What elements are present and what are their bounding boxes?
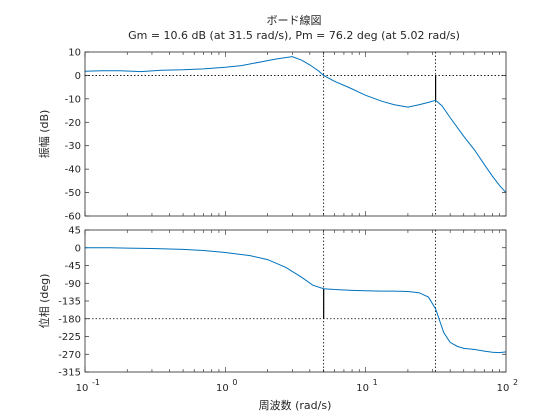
- phase-y-tick-label: -135: [58, 297, 81, 308]
- phase-series-line: [85, 247, 507, 354]
- phase-y-tick-label: -45: [65, 261, 81, 272]
- x-tick-label: 10: [497, 383, 510, 394]
- magnitude-plot-frame: [84, 51, 507, 217]
- chart-subtitle: Gm = 10.6 dB (at 31.5 rad/s), Pm = 76.2 …: [128, 29, 460, 42]
- magnitude-y-tick-label: -10: [65, 94, 81, 105]
- x-axis-label: 周波数 (rad/s): [259, 399, 332, 412]
- x-tick-label: 10: [356, 383, 369, 394]
- x-tick-label-exponent: 1: [373, 378, 378, 387]
- x-tick-label-exponent: 0: [232, 378, 237, 387]
- magnitude-plot-area: [85, 52, 506, 216]
- x-tick-label: 10: [76, 383, 89, 394]
- phase-plot-area: [85, 230, 506, 372]
- magnitude-y-tick-label: -40: [65, 165, 81, 176]
- phase-plot: 45 0 -45 -90 -135 -180 -225 -270 -315 位相 (deg): [37, 226, 507, 379]
- phase-y-tick-label: -90: [65, 279, 81, 290]
- magnitude-y-tick-label: -30: [65, 141, 81, 152]
- phase-y-tick-label: 0: [75, 243, 81, 254]
- x-tick-label: 10: [216, 383, 229, 394]
- magnitude-y-tick-label: 10: [68, 48, 81, 59]
- magnitude-plot: 10 0 -10 -20 -30 -40 -50 -60 振幅 (dB): [37, 48, 507, 223]
- phase-y-tick-label: -270: [58, 350, 81, 361]
- chart-title: ボード線図: [267, 13, 322, 27]
- x-tick-label-exponent: -1: [92, 378, 100, 387]
- x-tick-label-exponent: 2: [513, 378, 518, 387]
- magnitude-y-label: 振幅 (dB): [37, 110, 51, 159]
- phase-y-tick-label: -180: [58, 314, 81, 325]
- magnitude-series-line: [84, 56, 507, 193]
- magnitude-y-tick-label: -60: [65, 212, 81, 223]
- magnitude-y-tick-label: -20: [65, 118, 81, 129]
- magnitude-y-tick-label: 0: [75, 71, 81, 82]
- phase-y-tick-label: 45: [68, 226, 81, 237]
- phase-y-tick-label: -225: [58, 332, 81, 343]
- phase-y-tick-label: -315: [58, 368, 81, 379]
- magnitude-y-tick-label: -50: [65, 188, 81, 199]
- phase-plot-frame: [84, 229, 507, 373]
- phase-y-label: 位相 (deg): [37, 274, 51, 329]
